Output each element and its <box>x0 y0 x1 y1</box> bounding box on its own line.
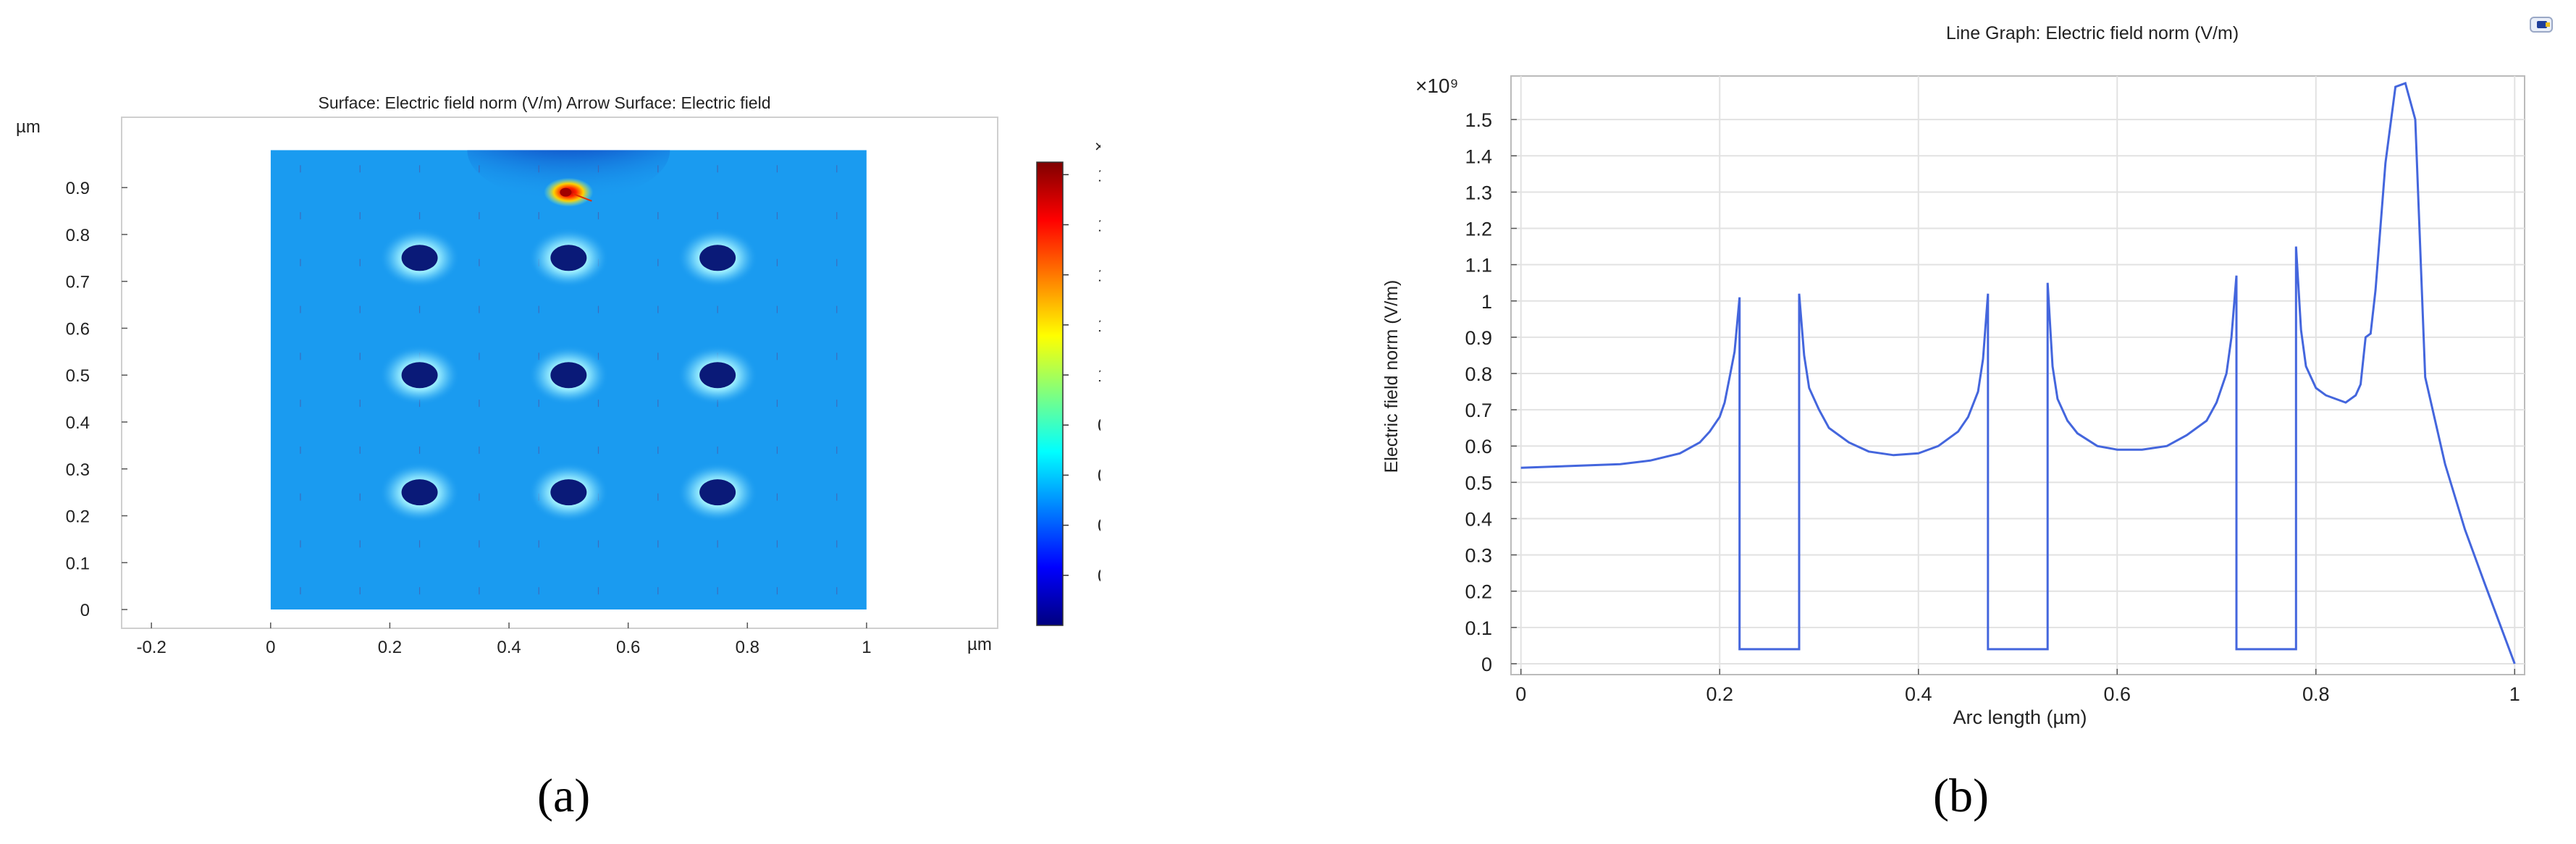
x-tick-label-a: 0.2 <box>378 638 402 657</box>
x-unit-a: µm <box>967 635 992 654</box>
colorbar-tick-label: 1.4 <box>1098 266 1100 286</box>
subfigure-label-a: (a) <box>537 769 591 822</box>
y-exponent-b: ×10⁹ <box>1415 75 1459 97</box>
colorbar-tick-label: 1.6 <box>1098 215 1100 235</box>
hole-8 <box>550 245 587 271</box>
hole-9 <box>699 245 736 271</box>
surface-plot-svg: Surface: Electric field norm (V/m) Arrow… <box>16 93 1100 657</box>
x-tick-label-b: 0.6 <box>2103 683 2131 705</box>
x-tick-label-a: -0.2 <box>136 638 166 657</box>
y-tick-label-b: 0 <box>1481 654 1492 675</box>
colorbar-tick-label: 1.8 <box>1098 165 1100 185</box>
y-tick-label-a: 0.9 <box>66 179 90 198</box>
y-tick-label-b: 0.2 <box>1465 581 1492 603</box>
hole-4 <box>401 362 438 389</box>
y-tick-label-a: 0.3 <box>66 460 90 480</box>
panel-a-surface-plot: Surface: Electric field norm (V/m) Arrow… <box>0 0 1100 844</box>
grid-b <box>1511 76 2525 675</box>
colorbar-tick-label: 1 <box>1098 366 1100 386</box>
y-tick-label-b: 1.1 <box>1465 255 1492 277</box>
plot-b-frame <box>1510 75 2525 675</box>
y-axis-b: 0 0.1 0.2 0.3 0.4 0.5 0.6 0.7 0.8 0.9 1 1.1 1.2 1.3 1.… <box>1465 109 1517 675</box>
subfigure-label-b: (b) <box>1933 769 1989 822</box>
y-tick-label-a: 0.1 <box>66 554 90 573</box>
series-line <box>1520 82 2516 664</box>
y-tick-label-b: 0.3 <box>1465 545 1492 567</box>
y-tick-label-b: 1.4 <box>1465 145 1492 167</box>
y-tick-label-a: 0.5 <box>66 366 90 386</box>
colorbar-tick-label: 0.2 <box>1098 566 1100 586</box>
x-tick-label-b: 0 <box>1515 683 1526 705</box>
hole-6 <box>699 362 736 389</box>
x-axis-a: -0.2 0 0.2 0.4 0.6 0.8 1 <box>136 623 872 657</box>
y-tick-label-b: 0.5 <box>1465 472 1492 494</box>
y-tick-label-b: 1.3 <box>1465 182 1492 203</box>
colorbar-tick-label: 0.6 <box>1098 465 1100 486</box>
chart-a-title: Surface: Electric field norm (V/m) Arrow… <box>318 93 770 112</box>
hole-5 <box>550 362 587 389</box>
hole-7 <box>401 245 438 271</box>
x-tick-label-a: 0.4 <box>497 638 521 657</box>
y-tick-label-a: 0.4 <box>66 413 90 433</box>
x-tick-label-a: 0 <box>266 638 275 657</box>
top-dark-region <box>467 150 670 201</box>
y-tick-label-b: 1 <box>1481 291 1492 313</box>
y-tick-label-b: 0.4 <box>1465 508 1492 530</box>
export-icon-b[interactable] <box>2530 17 2553 33</box>
y-tick-label-a: 0.6 <box>66 319 90 339</box>
y-tick-label-a: 0.7 <box>66 273 90 292</box>
y-tick-label-a: 0.8 <box>66 226 90 245</box>
hotspot-arrow <box>572 193 592 202</box>
y-tick-label-a: 0 <box>80 601 90 620</box>
x-tick-label-b: 1 <box>2509 683 2520 705</box>
y-axis-label-b: Electric field norm (V/m) <box>1381 280 1402 473</box>
y-tick-label-a: 0.2 <box>66 507 90 527</box>
y-tick-label-b: 0.1 <box>1465 617 1492 639</box>
hole-2 <box>550 479 587 506</box>
hotspot-core <box>560 187 572 197</box>
x-axis-label-b: Arc length (µm) <box>1953 706 2087 728</box>
plot-a-frame <box>121 117 998 629</box>
x-axis-b: 0 0.2 0.4 0.6 0.8 1 <box>1515 669 2520 705</box>
holes-layer <box>379 177 758 523</box>
x-tick-label-a: 0.8 <box>736 638 759 657</box>
colorbar-tick-label: 0.8 <box>1098 415 1100 436</box>
hole-3 <box>699 479 736 506</box>
y-tick-label-b: 0.8 <box>1465 363 1492 385</box>
y-tick-label-b: 1.5 <box>1465 109 1492 131</box>
colorbar-exponent: ×10⁹ <box>1095 137 1100 156</box>
chart-b-title: Line Graph: Electric field norm (V/m) <box>1946 23 2239 43</box>
y-tick-label-b: 0.9 <box>1465 327 1492 349</box>
x-tick-label-b: 0.4 <box>1905 683 1932 705</box>
field-map <box>270 150 867 610</box>
x-tick-label-a: 1 <box>862 638 871 657</box>
x-tick-label-a: 0.6 <box>616 638 640 657</box>
x-tick-label-b: 0.2 <box>1706 683 1733 705</box>
y-tick-label-b: 0.6 <box>1465 436 1492 457</box>
hole-1 <box>401 479 438 506</box>
y-axis-a: 0 0.1 0.2 0.3 0.4 0.5 0.6 0.7 0.8 0.9 <box>66 179 127 620</box>
colorbar-gradient <box>1036 161 1064 626</box>
y-unit-a: µm <box>16 117 41 137</box>
colorbar-tick-label: 1.2 <box>1098 316 1100 336</box>
y-tick-label-b: 0.7 <box>1465 400 1492 421</box>
colorbar-tick-label: 0.4 <box>1098 516 1100 536</box>
x-tick-label-b: 0.8 <box>2302 683 2330 705</box>
colorbar: 1.8 1.6 1.4 1.2 1 0.8 0.6 0.4 0.2 ×10⁹ <box>1036 137 1100 626</box>
y-tick-label-b: 1.2 <box>1465 219 1492 240</box>
